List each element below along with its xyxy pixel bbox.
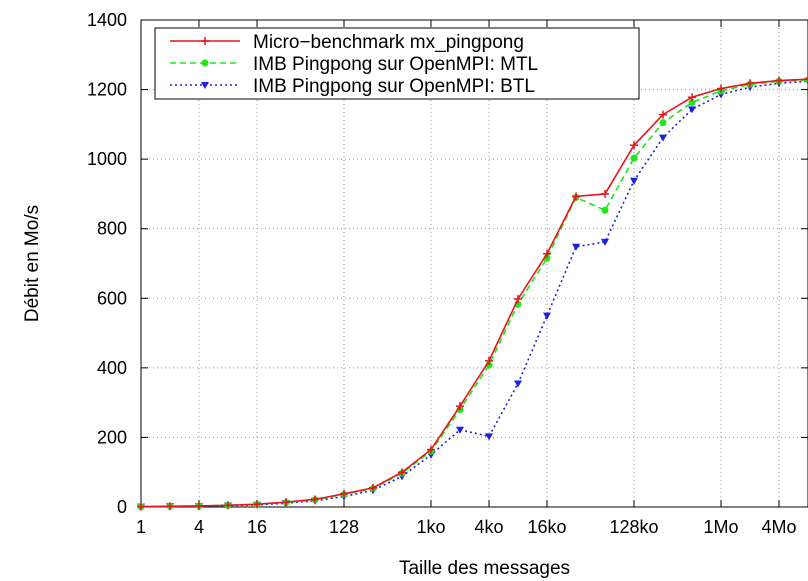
data-point xyxy=(717,84,725,93)
axis-ticks: 0 200 400 600 800 1000 1200 1400 1 4 16 128 1ko 4ko 16… xyxy=(87,10,808,537)
data-point xyxy=(456,402,464,411)
data-point xyxy=(166,502,174,511)
data-point xyxy=(630,154,638,162)
x-tick-label: 1ko xyxy=(416,517,445,537)
data-point xyxy=(688,106,696,114)
data-point xyxy=(195,501,203,510)
x-tick-label: 1Mo xyxy=(703,517,738,537)
data-point xyxy=(137,502,145,511)
x-axis-label: Taille des messages xyxy=(399,558,570,579)
data-point xyxy=(659,110,667,119)
data-point xyxy=(601,238,609,246)
data-point xyxy=(572,192,580,201)
series-layer xyxy=(137,75,808,511)
y-tick-label: 600 xyxy=(97,288,127,308)
x-tick-label: 128ko xyxy=(609,517,658,537)
data-point xyxy=(398,468,406,477)
x-tick-label: 1 xyxy=(136,517,146,537)
x-tick-label: 16 xyxy=(247,517,267,537)
x-tick-label: 128 xyxy=(329,517,359,537)
plot-frame xyxy=(140,19,808,508)
data-point xyxy=(340,489,348,498)
data-point xyxy=(514,380,522,388)
series-line xyxy=(140,80,808,508)
data-point xyxy=(311,495,319,504)
data-point xyxy=(253,500,261,509)
y-tick-label: 800 xyxy=(97,219,127,239)
series xyxy=(137,76,808,511)
series-line xyxy=(140,79,808,508)
legend-label: Micro−benchmark mx_pingpong xyxy=(253,32,524,53)
series xyxy=(137,78,808,511)
y-tick-label: 1200 xyxy=(87,80,127,100)
data-point xyxy=(630,141,638,150)
data-point xyxy=(804,75,808,84)
x-tick-label: 4ko xyxy=(474,517,503,537)
legend-label: IMB Pingpong sur OpenMPI: MTL xyxy=(253,54,538,75)
data-point xyxy=(543,249,551,258)
data-point xyxy=(201,37,209,45)
data-point xyxy=(543,312,551,320)
data-point xyxy=(601,189,609,198)
legend-item: IMB Pingpong sur OpenMPI: MTL xyxy=(170,54,538,75)
data-point xyxy=(485,433,493,441)
data-point xyxy=(659,134,667,142)
legend-item: Micro−benchmark mx_pingpong xyxy=(170,32,524,53)
data-point xyxy=(688,93,696,102)
x-tick-label: 4 xyxy=(194,517,204,537)
data-point xyxy=(659,119,667,127)
data-point xyxy=(369,483,377,492)
data-point xyxy=(601,206,609,214)
data-point xyxy=(630,177,638,185)
y-tick-label: 400 xyxy=(97,358,127,378)
data-point xyxy=(746,79,754,88)
y-tick-label: 1000 xyxy=(87,149,127,169)
data-point xyxy=(688,98,696,106)
y-tick-label: 0 xyxy=(117,497,127,517)
data-point xyxy=(427,445,435,454)
y-tick-label: 1400 xyxy=(87,10,127,30)
legend-item: IMB Pingpong sur OpenMPI: BTL xyxy=(170,76,535,97)
y-axis-label: Débit en Mo/s xyxy=(22,205,43,322)
data-point xyxy=(775,76,783,85)
series xyxy=(137,75,808,511)
data-point xyxy=(282,498,290,507)
data-point xyxy=(201,82,209,89)
data-point xyxy=(572,243,580,251)
x-tick-label: 16ko xyxy=(527,517,566,537)
series-line xyxy=(140,78,808,508)
legend-label: IMB Pingpong sur OpenMPI: BTL xyxy=(253,76,535,97)
data-point xyxy=(224,501,232,510)
data-point xyxy=(514,294,522,303)
data-point xyxy=(456,426,464,434)
data-point xyxy=(201,59,209,67)
y-tick-label: 200 xyxy=(97,427,127,447)
data-point xyxy=(485,356,493,365)
x-tick-label: 4Mo xyxy=(761,517,796,537)
